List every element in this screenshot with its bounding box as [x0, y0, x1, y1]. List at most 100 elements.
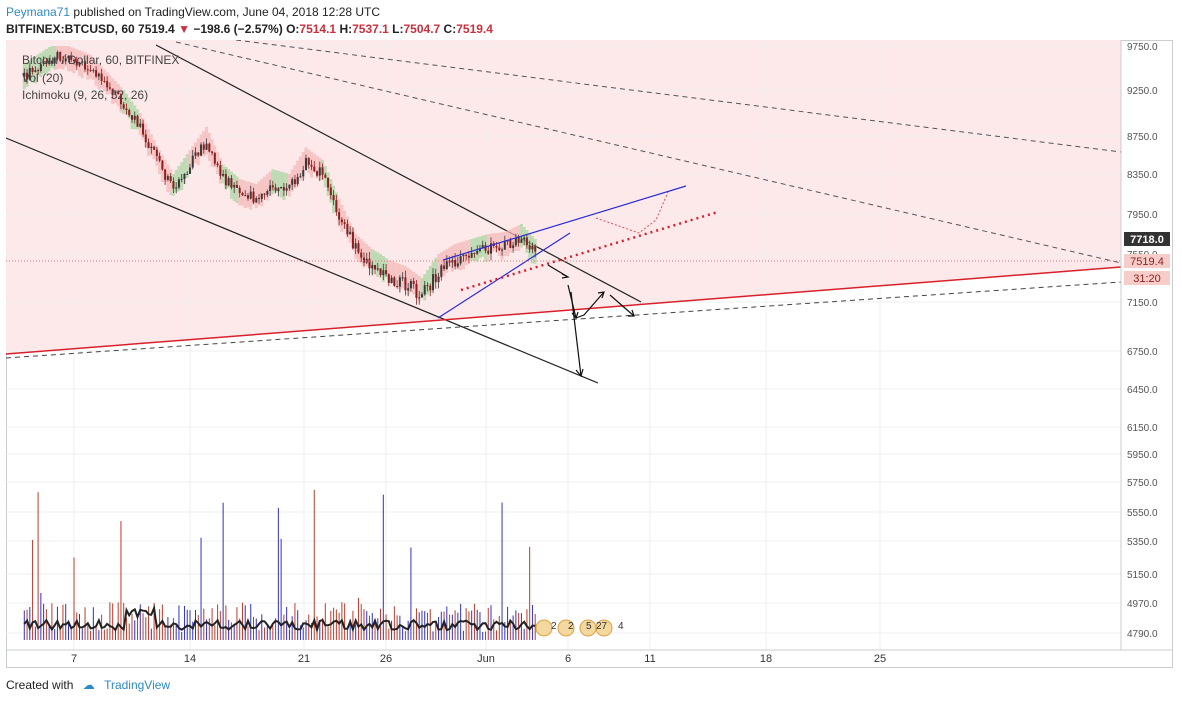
- candle-body: [332, 195, 335, 201]
- svg-text:2: 2: [551, 621, 557, 632]
- dashed-support: [6, 281, 1122, 359]
- legend-volume[interactable]: Vol (20): [22, 71, 64, 85]
- cloud-segment: [185, 154, 189, 178]
- time-axis[interactable]: 7 14 21 26 Jun 6 11 18 25: [6, 649, 1173, 665]
- candle-body: [103, 80, 106, 82]
- legend-ichimoku[interactable]: Ichimoku (9, 26, 52, 26): [22, 88, 149, 102]
- candle-body: [230, 178, 233, 188]
- candle-body: [61, 60, 64, 62]
- candle-body: [346, 223, 349, 235]
- candle-body: [396, 286, 399, 288]
- candle-body: [67, 55, 70, 59]
- cloud-segment: [472, 238, 476, 262]
- volume-ma-line: [23, 604, 536, 634]
- candle-body: [490, 243, 493, 254]
- event-markers[interactable]: 2 2 5 27 4: [535, 619, 624, 637]
- candle-body: [23, 72, 26, 77]
- chart-svg[interactable]: 2 2 5 27 4 9750.0 9250.0 8750.0 8350.0 7950.…: [6, 40, 1173, 668]
- candle-body: [454, 259, 457, 267]
- candle-body: [470, 252, 473, 258]
- cloud-segment: [116, 84, 120, 106]
- candle-body: [39, 64, 42, 71]
- candle-body: [183, 174, 186, 179]
- tradingview-logo-icon[interactable]: ☁: [82, 678, 95, 692]
- price-change: −198.6 (−2.57%): [193, 22, 283, 36]
- tradingview-link[interactable]: TradingView: [104, 678, 171, 692]
- cloud-segment: [392, 262, 396, 285]
- legend-symbol[interactable]: Bitcoin / Dollar, 60, BITFINEX: [22, 53, 180, 67]
- price-tick-label: 4970.0: [1127, 599, 1158, 610]
- candle-body: [142, 123, 145, 135]
- price-tick-label: 7150.0: [1127, 298, 1158, 309]
- candle-body: [213, 152, 216, 164]
- candle-body: [34, 70, 37, 72]
- candle-body: [335, 200, 338, 213]
- candle-body: [211, 151, 214, 153]
- cloud-segment: [265, 174, 269, 201]
- candle-body: [205, 143, 208, 150]
- candle-body: [100, 73, 103, 81]
- candle-body: [42, 60, 45, 65]
- candle-body: [313, 166, 316, 172]
- svg-text:2: 2: [568, 621, 574, 632]
- cloud-segment: [254, 184, 258, 209]
- candle-body: [343, 222, 346, 224]
- countdown-label: 31:20: [1133, 273, 1161, 285]
- candle-body: [125, 108, 128, 111]
- chart-area[interactable]: 2 2 5 27 4 9750.0 9250.0 8750.0 8350.0 7950.…: [6, 40, 1173, 668]
- candle-body: [528, 245, 531, 250]
- candle-body: [465, 254, 468, 256]
- candle-body: [534, 245, 537, 252]
- candle-body: [241, 192, 244, 196]
- candle-body: [459, 256, 462, 264]
- candle-body: [136, 115, 139, 127]
- price-tick-label: 5150.0: [1127, 570, 1158, 581]
- candle-body: [133, 115, 136, 120]
- candle-body: [514, 237, 517, 246]
- candle-body: [418, 297, 421, 299]
- candle-body: [357, 243, 360, 253]
- candle-body: [233, 184, 236, 188]
- dashed-resistance-1: [235, 40, 1122, 153]
- candle-body: [128, 110, 131, 116]
- candle-body: [84, 61, 87, 70]
- candle-body: [114, 91, 117, 94]
- candle-body: [456, 263, 459, 267]
- publish-info: published on TradingView.com, June 04, 2…: [73, 5, 381, 19]
- candle-body: [462, 254, 465, 257]
- candle-body: [238, 187, 241, 193]
- price-tick-label: 8350.0: [1127, 170, 1158, 181]
- candle-body: [409, 281, 412, 289]
- candle-body: [517, 237, 520, 243]
- author-link[interactable]: Peymana71: [6, 5, 71, 19]
- candle-body: [244, 195, 247, 197]
- candle-body: [89, 69, 92, 71]
- time-tick-label: Jun: [477, 653, 495, 665]
- candle-body: [484, 245, 487, 251]
- price-tick-label: 8750.0: [1127, 132, 1158, 143]
- symbol-bar: BITFINEX:BTCUSD, 60 7519.4 ▼ −198.6 (−2.…: [6, 21, 493, 37]
- candle-body: [130, 115, 133, 120]
- cloud-segment: [390, 261, 394, 283]
- price-labels: 7718.0 7519.4 31:20: [6, 232, 1170, 285]
- candle-body: [487, 250, 490, 254]
- candle-body: [393, 277, 396, 287]
- candle-body: [144, 134, 147, 143]
- candle-body: [155, 149, 158, 156]
- candle-body: [385, 270, 388, 275]
- candle-body: [255, 198, 258, 203]
- candle-body: [407, 288, 410, 291]
- candle-body: [432, 274, 435, 291]
- time-tick-label: 7: [71, 653, 77, 665]
- candle-body: [476, 251, 479, 254]
- candle-body: [194, 152, 197, 156]
- close-label: C:: [443, 22, 457, 36]
- cloud-segment: [279, 171, 283, 198]
- cloud-segment: [257, 181, 261, 203]
- close-value: 7519.4: [456, 22, 493, 36]
- cloud-segment: [182, 158, 186, 185]
- red-dotted-line: [460, 210, 719, 292]
- price-axis[interactable]: 9750.09250.08750.08350.07950.07550.07150…: [1120, 40, 1158, 650]
- candle-body: [97, 73, 100, 77]
- candle-body: [321, 167, 324, 175]
